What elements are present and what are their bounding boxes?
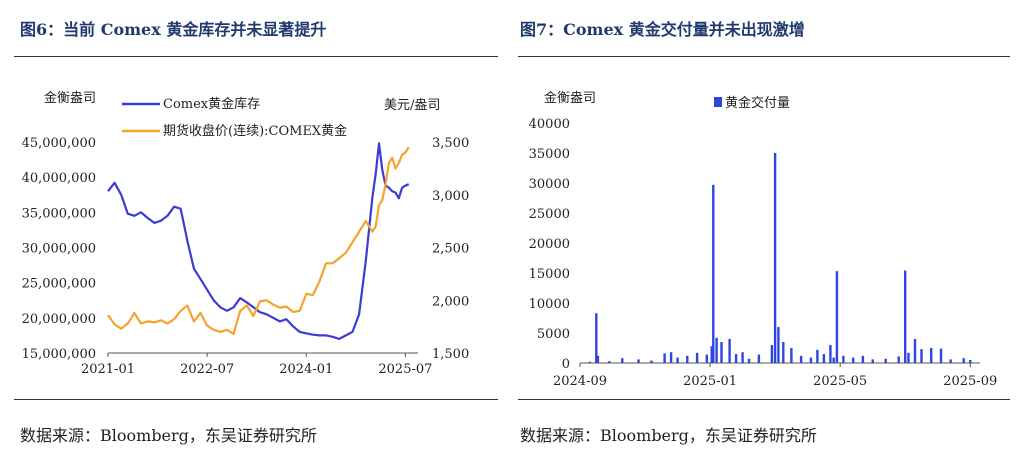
x-tick-label: 2025-07 [378,362,432,377]
delivery-bar [608,361,611,363]
legend-delivery-label: 黄金交付量 [725,95,790,111]
figure-6-bottom-rule [14,399,498,400]
delivery-bar [852,357,855,363]
delivery-bar [588,361,591,363]
delivery-bar [809,357,813,363]
figure-7-source: 数据来源：Bloomberg，东吴证券研究所 [520,426,817,445]
delivery-bar [832,357,835,363]
y-tick-label: 35000 [529,147,570,162]
x-tick-label: 2022-07 [180,362,234,377]
x-tick-label: 2025-09 [943,374,997,389]
delivery-bar [773,153,777,363]
delivery-bar [904,270,907,363]
y-tick-label: 5000 [537,327,570,342]
delivery-bar [790,348,793,363]
left-tick-label: 40,000,000 [22,171,96,186]
x-tick-label: 2024-01 [279,362,333,377]
delivery-bar [962,358,965,363]
delivery-bar [650,360,653,363]
delivery-bar [695,352,699,363]
inventory-price-chart: 金衡盎司 美元/盎司 Comex黄金库存 期货收盘价(连续):COMEX黄金 4… [22,90,470,377]
figure-7-panel: 图7：Comex 黄金交付量并未出现激增 金衡盎司 黄金交付量 40000 350… [512,0,1024,461]
left-tick-label: 35,000,000 [22,206,96,221]
left-axis-label: 金衡盎司 [44,90,96,106]
y-tick-label: 0 [562,357,570,372]
delivery-bar [782,342,785,363]
delivery-bar [712,184,715,363]
delivery-bar [676,357,679,363]
delivery-bar [799,355,803,363]
delivery-bar [907,352,910,363]
delivery-bar [728,339,731,363]
figure-6-top-rule [14,56,498,57]
delivery-bar [596,355,600,363]
figure-7-bottom-rule [518,399,1010,400]
figure-7-top-rule [518,56,1010,57]
right-tick-label: 3,000 [432,189,469,204]
delivery-bar [829,345,832,363]
delivery-bar [822,354,826,363]
right-tick-label: 2,500 [432,242,469,257]
delivery-bar [930,348,933,363]
x-tick-label: 2025-05 [813,374,867,389]
delivery-bar [884,358,887,363]
legend-price-label: 期货收盘价(连续):COMEX黄金 [163,123,347,139]
delivery-bar [734,354,738,363]
left-tick-label: 30,000,000 [22,242,96,257]
delivery-y-axis-label: 金衡盎司 [544,90,596,106]
delivery-bar [770,345,774,363]
delivery-bar [595,313,598,363]
delivery-bar [686,355,689,363]
inventory-line [107,142,410,340]
y-tick-label: 25000 [529,207,570,222]
delivery-bar [939,348,943,363]
x-tick-label: 2024-09 [553,374,607,389]
delivery-bar [637,359,640,363]
delivery-bar [705,354,708,363]
delivery-bar [897,356,900,363]
y-tick-label: 15000 [529,267,570,282]
left-tick-label: 15,000,000 [22,347,96,362]
figure-6-panel: 图6：当前 Comex 黄金库存并未显著提升 金衡盎司 美元/盎司 Comex黄… [14,20,498,445]
delivery-bar [710,346,713,363]
delivery-bar [720,342,723,363]
x-tick-label: 2021-01 [81,362,135,377]
right-tick-label: 3,500 [432,136,469,151]
legend-inventory-label: Comex黄金库存 [163,96,260,112]
delivery-bar-chart: 金衡盎司 黄金交付量 40000 35000 30000 25000 20000 1500… [529,90,998,389]
delivery-bar [842,355,845,363]
delivery-bar [861,355,865,363]
delivery-bar [816,349,819,363]
figure-6-source: 数据来源：Bloomberg，东吴证券研究所 [20,426,317,445]
right-tick-label: 1,500 [432,347,469,362]
left-tick-label: 45,000,000 [22,136,96,151]
delivery-bar [741,352,744,363]
right-tick-label: 2,000 [432,294,469,309]
x-tick-label: 2025-01 [683,374,737,389]
price-line [107,146,410,336]
y-tick-label: 30000 [529,177,570,192]
delivery-bar [871,359,874,363]
delivery-bar [663,353,666,363]
delivery-bar [621,358,624,363]
delivery-bar [777,327,780,363]
y-tick-label: 10000 [529,297,570,312]
delivery-bar [669,352,673,363]
y-tick-label: 40000 [529,117,570,132]
delivery-bar [747,358,751,363]
left-tick-label: 25,000,000 [22,277,96,292]
right-axis-label: 美元/盎司 [384,98,440,113]
delivery-bar [920,349,923,363]
figure-7-title: 图7：Comex 黄金交付量并未出现激增 [520,20,805,39]
left-tick-label: 20,000,000 [22,312,96,327]
delivery-bar [835,271,839,363]
delivery-bar [715,337,718,363]
figure-6-title: 图6：当前 Comex 黄金库存并未显著提升 [20,20,327,39]
delivery-bar [757,354,761,363]
delivery-bar [969,360,972,363]
delivery-bar [913,339,917,363]
delivery-bar [949,359,952,363]
y-tick-label: 20000 [529,237,570,252]
legend-delivery-swatch [714,97,722,107]
